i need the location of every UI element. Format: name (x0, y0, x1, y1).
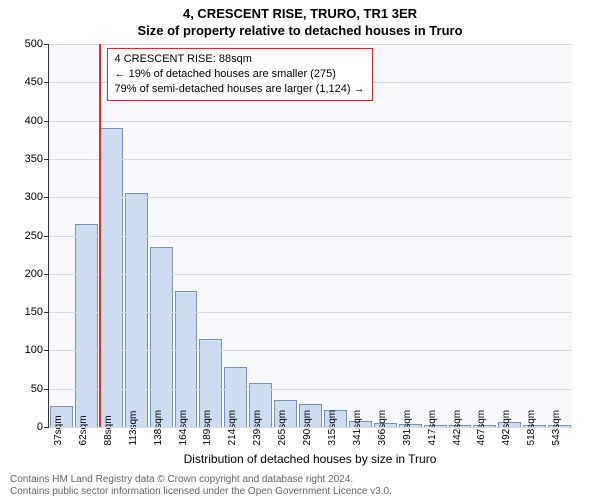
x-tick-label: 62sqm (74, 427, 89, 452)
info-line-smaller: ← 19% of detached houses are smaller (27… (115, 67, 365, 82)
y-tick-label: 350 (25, 153, 49, 165)
property-info-box: 4 CRESCENT RISE: 88sqm← 19% of detached … (107, 48, 373, 101)
grid-line (49, 197, 572, 198)
x-tick-label: 138sqm (149, 427, 164, 452)
chart-subtitle: Size of property relative to detached ho… (0, 23, 600, 38)
y-tick-label: 500 (25, 38, 49, 50)
x-tick-label: 290sqm (298, 427, 313, 452)
grid-line (49, 312, 572, 313)
x-tick-label: 37sqm (49, 427, 64, 452)
y-tick-label: 200 (25, 268, 49, 280)
x-tick-label: 442sqm (448, 427, 463, 452)
grid-line (49, 427, 572, 428)
property-marker-line (99, 44, 101, 427)
footer-line-2: Contains public sector information licen… (10, 486, 392, 498)
footer-line-1: Contains HM Land Registry data © Crown c… (10, 474, 392, 486)
info-line-larger: 79% of semi-detached houses are larger (… (115, 82, 365, 97)
x-tick-label: 467sqm (472, 427, 487, 452)
grid-line (49, 389, 572, 390)
x-tick-label: 88sqm (99, 427, 114, 452)
x-axis-label: Distribution of detached houses by size … (48, 452, 572, 466)
chart-title: 4, CRESCENT RISE, TRURO, TR1 3ER (0, 6, 600, 21)
grid-line (49, 274, 572, 275)
grid-line (49, 236, 572, 237)
chart-area: 37sqm62sqm88sqm113sqm138sqm164sqm189sqm2… (48, 44, 572, 428)
x-tick-label: 391sqm (398, 427, 413, 452)
grid-line (49, 44, 572, 45)
grid-line (49, 350, 572, 351)
histogram-bar (125, 193, 148, 427)
y-tick-label: 300 (25, 191, 49, 203)
grid-line (49, 159, 572, 160)
x-tick-label: 543sqm (547, 427, 562, 452)
y-tick-label: 150 (25, 306, 49, 318)
x-tick-label: 518sqm (522, 427, 537, 452)
x-tick-label: 315sqm (323, 427, 338, 452)
title-block: 4, CRESCENT RISE, TRURO, TR1 3ER Size of… (0, 0, 600, 38)
histogram-bar (100, 128, 123, 427)
y-tick-label: 0 (37, 421, 49, 433)
histogram-bar (75, 224, 98, 427)
x-tick-label: 189sqm (198, 427, 213, 452)
x-tick-label: 164sqm (174, 427, 189, 452)
x-tick-label: 265sqm (273, 427, 288, 452)
x-tick-label: 341sqm (348, 427, 363, 452)
y-tick-label: 250 (25, 230, 49, 242)
x-tick-label: 214sqm (223, 427, 238, 452)
y-tick-label: 400 (25, 115, 49, 127)
x-tick-label: 113sqm (124, 427, 139, 452)
y-tick-label: 100 (25, 344, 49, 356)
info-line-property: 4 CRESCENT RISE: 88sqm (115, 52, 365, 67)
y-tick-label: 450 (25, 76, 49, 88)
x-tick-label: 417sqm (423, 427, 438, 452)
plot-area: 37sqm62sqm88sqm113sqm138sqm164sqm189sqm2… (48, 44, 572, 428)
grid-line (49, 121, 572, 122)
x-tick-label: 239sqm (248, 427, 263, 452)
histogram-bar (175, 291, 198, 427)
footer-attribution: Contains HM Land Registry data © Crown c… (10, 474, 392, 498)
y-tick-label: 50 (31, 383, 49, 395)
x-tick-label: 366sqm (373, 427, 388, 452)
x-tick-label: 492sqm (497, 427, 512, 452)
